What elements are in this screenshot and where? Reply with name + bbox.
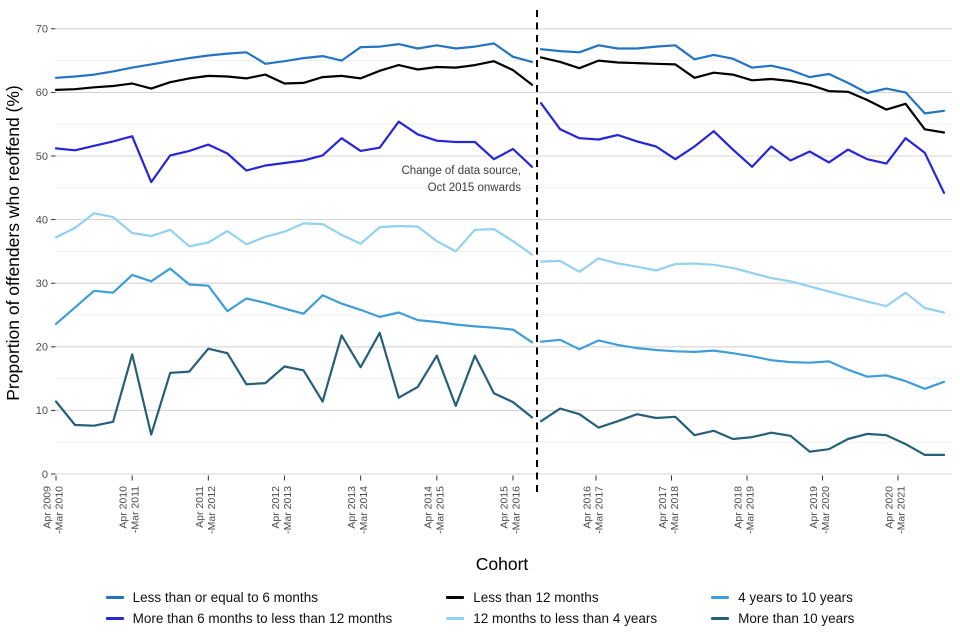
y-tick-label: 40 [36,214,48,226]
legend-item-less-than-12-months: Less than 12 months [446,589,657,605]
legend-item-more-than-10-years: More than 10 years [711,610,854,626]
series-line-post-break-more-than-10-years [539,407,946,456]
x-tick-label-line2: -Mar 2019 [745,486,757,534]
legend-column: Less than or equal to 6 months More than … [105,589,393,626]
x-tick-label-line1: Apr 2018 [733,486,745,529]
legend-label: Less than 12 months [473,589,599,605]
legend-label: Less than or equal to 6 months [132,589,318,605]
legend-line-swatch [105,595,124,599]
legend-line-swatch [446,616,465,620]
series-line-post-break-less-than-or-equal-to-6-months [539,44,946,115]
series-line-post-break-12-months-to-less-than-4-years [539,257,946,314]
x-tick-label-line2: -Mar 2010 [54,486,66,534]
series-line-post-break-less-than-12-months [539,56,946,134]
series-line-post-break-4-years-to-10-years [539,338,946,390]
x-tick-label-line2: -Mar 2011 [130,486,142,533]
legend-item-less-than-or-equal-to-6-months: Less than or equal to 6 months [105,589,393,605]
x-tick-label-line2: -Mar 2016 [510,486,522,534]
x-tick-label-line2: -Mar 2020 [820,486,832,534]
x-tick-label-line2: -Mar 2017 [594,486,606,534]
gridlines [56,28,952,475]
y-tick-label: 20 [36,342,48,354]
series-line-pre-break-4-years-to-10-years [54,267,534,344]
x-tick-label-line1: Apr 2010 [118,486,130,529]
series-line-post-break-more-than-6-months-to-less-than-12-months [539,102,946,194]
y-tick-label: 30 [36,278,48,290]
reoffending-line-chart: 0 10 20 30 40 50 60 70 Apr 2009 -Mar 2010 Apr 2010… [3,10,952,574]
legend-column: Less than 12 months 12 months to less tha… [446,589,657,626]
x-tick-label-line1: Apr 2017 [657,486,669,529]
annotation-line-1: Change of data source, [401,165,521,177]
series-line-pre-break-more-than-6-months-to-less-than-12-months [54,120,534,184]
y-tick-label: 70 [36,24,48,36]
x-tick-label-line2: -Mar 2012 [206,486,218,534]
legend-item-12-months-to-less-than-4-years: 12 months to less than 4 years [446,610,657,626]
legend: Less than or equal to 6 months More than … [0,589,960,626]
legend-label: More than 6 months to less than 12 month… [132,610,393,626]
axes: 0 10 20 30 40 50 60 70 Apr 2009 -Mar 2010 Apr 2010… [36,24,908,534]
x-tick-label-line2: -Mar 2018 [669,486,681,534]
y-axis-title: Proportion of offenders who reoffend (%) [3,85,23,401]
legend-line-swatch [105,616,124,620]
y-tick-label: 0 [42,469,48,481]
series-lines [54,10,946,494]
y-tick-label: 10 [36,405,48,417]
y-tick-label: 60 [36,87,48,99]
x-tick-label-line1: Apr 2011 [194,486,206,528]
x-tick-label-line1: Apr 2009 [42,486,54,529]
x-tick-label-line1: Apr 2012 [270,486,282,529]
legend-item-more-than-6-months-to-less-than-12-months: More than 6 months to less than 12 month… [105,610,393,626]
series-line-pre-break-less-than-or-equal-to-6-months [54,42,534,79]
x-tick-label-line1: Apr 2014 [422,486,434,529]
series-line-pre-break-12-months-to-less-than-4-years [54,212,534,256]
annotation-line-2: Oct 2015 onwards [427,182,521,194]
legend-line-swatch [711,595,730,599]
x-tick-label-line1: Apr 2020 [884,486,896,529]
x-tick-label-line2: -Mar 2014 [358,486,370,534]
x-tick-label-line1: Apr 2016 [582,486,594,529]
x-axis-title: Cohort [476,554,529,574]
legend-column: 4 years to 10 years More than 10 years [711,589,854,626]
x-tick-label-line1: Apr 2019 [808,486,820,529]
x-tick-label-line2: -Mar 2013 [282,486,294,534]
y-tick-label: 50 [36,151,48,163]
annotation-data-source-change: Change of data source, Oct 2015 onwards [401,163,521,197]
legend-label: More than 10 years [738,610,855,626]
x-tick-label-line2: -Mar 2015 [434,486,446,534]
legend-line-swatch [446,595,465,599]
legend-line-swatch [711,616,730,620]
x-tick-label-line1: Apr 2015 [498,486,510,529]
legend-label: 12 months to less than 4 years [473,610,658,626]
x-tick-label-line2: -Mar 2021 [896,486,908,534]
legend-label: 4 years to 10 years [738,589,853,605]
legend-item-4-years-to-10-years: 4 years to 10 years [711,589,854,605]
x-tick-label-line1: Apr 2013 [346,486,358,529]
series-line-pre-break-more-than-10-years [54,331,534,436]
series-line-pre-break-less-than-12-months [54,60,534,92]
